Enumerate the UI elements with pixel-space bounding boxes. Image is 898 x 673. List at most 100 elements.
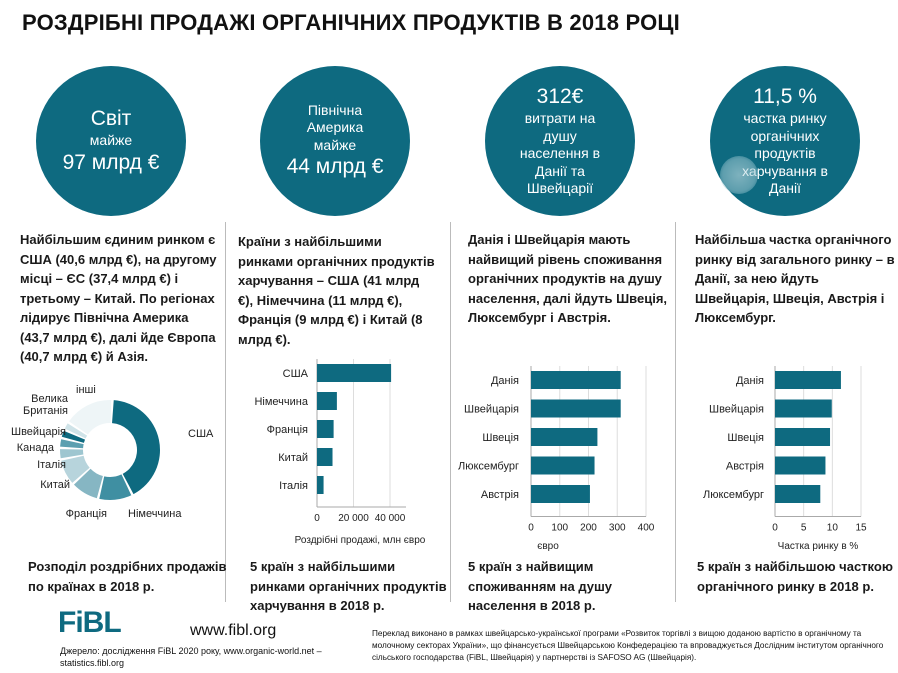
decorative-bubble: [720, 156, 758, 194]
circle-line: населення в: [519, 145, 601, 162]
tick-label: 40 000: [375, 513, 406, 524]
column-divider: [450, 222, 451, 602]
circle-line: 312€: [536, 85, 584, 109]
tick-label: 200: [580, 523, 597, 534]
category-label: Швеція: [727, 432, 764, 444]
column-divider: [225, 222, 226, 602]
bar: [775, 428, 831, 446]
donut-slice: [60, 439, 84, 449]
bar: [531, 485, 590, 503]
tick-label: 20 000: [338, 513, 369, 524]
donut-slice: [61, 430, 86, 443]
circle-line: Данії та: [535, 162, 585, 179]
bar: [317, 420, 334, 438]
tick-label: 0: [772, 523, 778, 534]
donut-label: Велика: [31, 393, 69, 405]
caption-pie: Розподіл роздрібних продажів по країнах …: [28, 559, 227, 594]
donut-slice: [73, 468, 103, 499]
tick-label: 100: [551, 523, 568, 534]
circle-line: продуктів: [754, 145, 816, 162]
category-label: Данія: [491, 375, 519, 387]
donut-label: інші: [76, 384, 96, 396]
tick-label: 5: [801, 523, 807, 534]
donut-label: Німеччина: [128, 508, 182, 520]
bar: [531, 371, 621, 389]
circle-line: душу: [543, 127, 577, 144]
category-label: Люксембург: [703, 489, 764, 501]
tick-label: 0: [528, 523, 534, 534]
tick-label: 15: [855, 523, 867, 534]
category-label: США: [283, 368, 309, 380]
x-axis-title: Частка ринку в %: [778, 541, 859, 552]
donut-label: Франція: [66, 508, 107, 520]
donut-label: Британія: [23, 405, 68, 417]
tick-label: 0: [314, 513, 320, 524]
bar: [317, 392, 337, 410]
stat-circle-per-capita: 312€ витрати на душу населення в Данії т…: [485, 66, 635, 216]
fibl-logo: FiBL: [58, 606, 122, 639]
category-label: Швеція: [482, 432, 519, 444]
donut-label: Канада: [17, 442, 55, 454]
circle-line: майже: [89, 132, 133, 149]
donut-label: Швейцарія: [11, 426, 66, 438]
source-note: Джерело: дослідження FiBL 2020 року, www…: [60, 646, 322, 669]
bar: [531, 428, 598, 446]
donut-label: Італія: [37, 459, 66, 471]
donut-slice: [61, 455, 90, 483]
x-axis-title: Роздрібні продажі, млн євро: [295, 534, 426, 546]
category-label: Італія: [279, 480, 308, 492]
donut-slice: [69, 400, 112, 435]
world-text: Найбільшим єдиним ринком є США (40,6 млр…: [20, 232, 217, 364]
category-label: Німеччина: [254, 396, 308, 408]
circle-line: частка ринку: [743, 110, 827, 127]
caption-market-size: 5 країн з найбільшими ринками органічних…: [250, 559, 447, 613]
market-share-text: Найбільша частка органічного ринку від з…: [695, 232, 895, 325]
bar: [775, 485, 821, 503]
column-divider: [675, 222, 676, 602]
donut-slice: [60, 449, 84, 459]
circle-line: 11,5 %: [753, 85, 817, 109]
donut-slice: [64, 423, 88, 439]
x-axis-title: євро: [537, 541, 559, 552]
bar: [775, 456, 826, 475]
stat-circle-north-america: Північна Америка майже 44 млрд €: [260, 66, 410, 216]
website-link[interactable]: www.fibl.org: [190, 622, 277, 639]
page-title: РОЗДРІБНІ ПРОДАЖІ ОРГАНІЧНИХ ПРОДУКТІВ В…: [22, 10, 680, 35]
donut-label: Китай: [40, 479, 70, 491]
category-label: Швейцарія: [464, 404, 519, 416]
bar: [531, 399, 621, 418]
circle-line: майже: [313, 136, 357, 153]
category-label: Швейцарія: [709, 404, 764, 416]
north-america-text: Країни з найбільшими ринками органічних …: [238, 234, 435, 347]
per-capita-text: Данія і Швейцарія мають найвищий рівень …: [468, 232, 668, 325]
category-label: Данія: [736, 375, 764, 387]
circle-line: 97 млрд €: [62, 150, 160, 174]
bar: [317, 448, 333, 466]
bar: [775, 399, 832, 418]
caption-market-share: 5 країн з найбільшою часткою органічного…: [697, 559, 893, 594]
translation-note: Переклад виконано в рамках швейцарсько-у…: [372, 629, 884, 662]
bar: [317, 364, 392, 382]
category-label: Австрія: [481, 489, 519, 501]
circle-line: Швейцарії: [526, 180, 594, 197]
category-label: Люксембург: [458, 461, 519, 473]
tick-label: 400: [638, 523, 655, 534]
tick-label: 300: [609, 523, 626, 534]
circle-line: харчування в: [742, 162, 828, 179]
circle-line: Данії: [769, 180, 801, 197]
category-label: Австрія: [726, 461, 764, 473]
tick-label: 10: [827, 523, 839, 534]
donut-slice: [112, 400, 160, 495]
circle-line: Америка: [306, 119, 364, 136]
bar: [317, 476, 324, 494]
donut-slice: [99, 474, 132, 500]
bar: [531, 456, 595, 475]
circle-line: Північна: [307, 101, 363, 118]
category-label: Китай: [278, 452, 308, 464]
stat-circle-world: Світ майже 97 млрд €: [36, 66, 186, 216]
donut-label: США: [188, 428, 214, 440]
circle-line: 44 млрд €: [286, 155, 384, 179]
circle-line: витрати на: [524, 110, 596, 127]
caption-per-capita: 5 країн з найвищим споживанням на душу н…: [468, 559, 613, 613]
